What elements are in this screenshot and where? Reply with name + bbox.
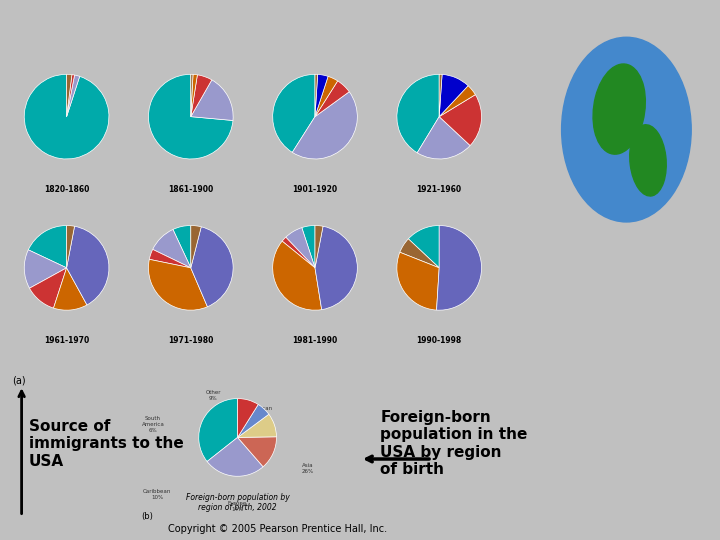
Circle shape xyxy=(562,37,691,222)
Wedge shape xyxy=(30,268,67,308)
Wedge shape xyxy=(439,75,468,117)
Wedge shape xyxy=(286,228,315,268)
Wedge shape xyxy=(28,226,67,268)
Wedge shape xyxy=(315,81,349,117)
Wedge shape xyxy=(238,404,269,437)
Wedge shape xyxy=(417,117,470,159)
Ellipse shape xyxy=(630,125,666,196)
Wedge shape xyxy=(400,239,439,268)
Wedge shape xyxy=(436,226,482,310)
Wedge shape xyxy=(397,75,439,153)
Wedge shape xyxy=(315,76,338,117)
Wedge shape xyxy=(67,75,75,117)
Ellipse shape xyxy=(593,64,645,154)
Wedge shape xyxy=(153,230,191,268)
Wedge shape xyxy=(149,249,191,268)
Wedge shape xyxy=(315,226,323,268)
Text: Copyright © 2005 Pearson Prentice Hall, Inc.: Copyright © 2005 Pearson Prentice Hall, … xyxy=(168,524,387,534)
Wedge shape xyxy=(173,226,191,268)
Text: Asia
26%: Asia 26% xyxy=(302,463,314,474)
Text: (b): (b) xyxy=(141,512,153,521)
Wedge shape xyxy=(67,75,80,117)
Wedge shape xyxy=(191,75,197,117)
Wedge shape xyxy=(315,75,318,117)
Text: Caribbean
10%: Caribbean 10% xyxy=(143,489,171,500)
Wedge shape xyxy=(302,226,315,268)
Wedge shape xyxy=(148,259,207,310)
Text: 1990-1998: 1990-1998 xyxy=(417,336,462,345)
Wedge shape xyxy=(439,75,442,117)
Text: Other
9%: Other 9% xyxy=(206,390,221,401)
Text: Foreign-born
population in the
USA by region
of birth: Foreign-born population in the USA by re… xyxy=(380,410,528,477)
Wedge shape xyxy=(408,226,439,268)
Wedge shape xyxy=(273,75,315,152)
Wedge shape xyxy=(397,252,439,310)
Wedge shape xyxy=(292,92,357,159)
Wedge shape xyxy=(24,75,109,159)
Wedge shape xyxy=(191,226,201,268)
Wedge shape xyxy=(148,75,233,159)
Wedge shape xyxy=(439,86,475,117)
Text: 1820-1860: 1820-1860 xyxy=(44,185,89,194)
Wedge shape xyxy=(273,241,322,310)
Wedge shape xyxy=(24,250,67,288)
Text: South
America
6%: South America 6% xyxy=(142,416,164,433)
Wedge shape xyxy=(67,226,75,268)
Wedge shape xyxy=(238,437,276,467)
Text: Central American
and Mexico
36%: Central American and Mexico 36% xyxy=(224,406,271,423)
Wedge shape xyxy=(191,227,233,307)
Wedge shape xyxy=(207,437,263,476)
Wedge shape xyxy=(238,414,276,437)
Text: Source of
immigrants to the
USA: Source of immigrants to the USA xyxy=(29,418,184,469)
Text: 1901-1920: 1901-1920 xyxy=(292,185,338,194)
Wedge shape xyxy=(315,226,357,309)
Text: 1981-1990: 1981-1990 xyxy=(292,336,338,345)
Wedge shape xyxy=(282,237,315,268)
Wedge shape xyxy=(191,75,193,117)
Text: Foreign-born population by
region of birth, 2002: Foreign-born population by region of bir… xyxy=(186,492,289,512)
Wedge shape xyxy=(238,399,258,437)
Wedge shape xyxy=(191,80,233,120)
Wedge shape xyxy=(439,94,482,146)
Text: (a): (a) xyxy=(13,375,26,385)
Wedge shape xyxy=(67,75,72,117)
Text: 1971-1980: 1971-1980 xyxy=(168,336,214,345)
Text: Europe
14%: Europe 14% xyxy=(228,501,247,512)
Text: 1861-1900: 1861-1900 xyxy=(168,185,213,194)
Text: 1921-1960: 1921-1960 xyxy=(417,185,462,194)
Wedge shape xyxy=(67,226,109,305)
Wedge shape xyxy=(191,75,212,117)
Wedge shape xyxy=(53,268,87,310)
Wedge shape xyxy=(315,75,328,117)
Text: 1961-1970: 1961-1970 xyxy=(44,336,89,345)
Wedge shape xyxy=(199,399,238,462)
